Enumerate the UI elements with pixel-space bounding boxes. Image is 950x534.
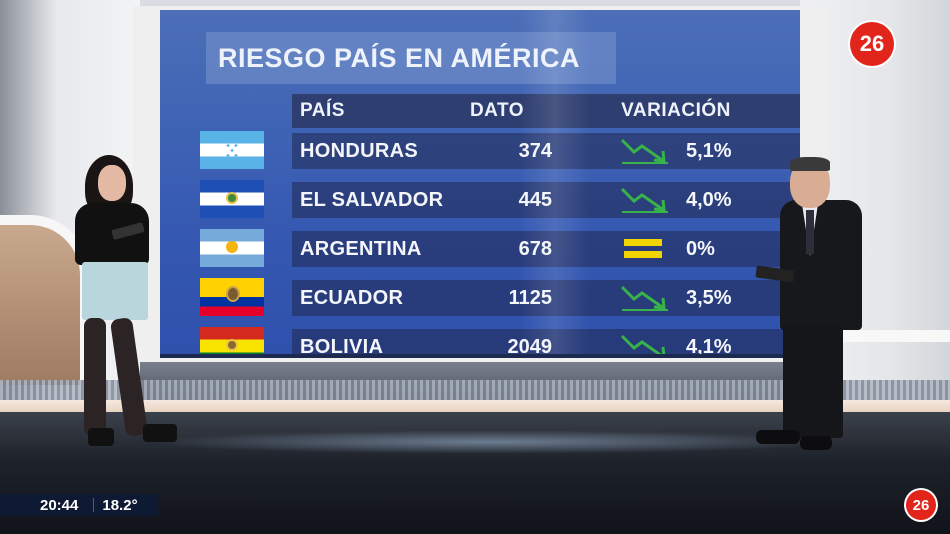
country-name: EL SALVADOR bbox=[300, 188, 444, 211]
variation-value: 4,1% bbox=[686, 335, 732, 358]
presenter-hair bbox=[790, 157, 830, 171]
channel-logo-studio: 26 bbox=[850, 22, 894, 66]
column-header-variation: VARIACIÓN bbox=[552, 94, 800, 128]
trend-down-icon bbox=[620, 283, 680, 313]
country-name: BOLIVIA bbox=[300, 335, 384, 358]
flag-emblem bbox=[226, 286, 240, 302]
presenter-tie bbox=[806, 210, 814, 254]
graphic-title-box: RIESGO PAÍS EN AMÉRICA bbox=[206, 32, 616, 84]
variation-value: 4,0% bbox=[686, 188, 732, 211]
presenter-shoe bbox=[800, 436, 832, 450]
temperature: 18.2° bbox=[102, 496, 138, 514]
el-salvador-flag-icon bbox=[200, 180, 264, 218]
variation-value: 3,5% bbox=[686, 286, 732, 309]
time-temperature-bug: 20:44 18.2° bbox=[0, 494, 158, 516]
ecuador-flag-icon bbox=[200, 278, 264, 316]
bolivia-flag-icon bbox=[200, 327, 264, 354]
flag-emblem bbox=[226, 192, 238, 204]
presenter-skirt bbox=[82, 262, 148, 320]
trend-down-icon bbox=[620, 136, 680, 166]
table-row: EL SALVADOR 445 4,0% bbox=[292, 182, 800, 218]
column-header-value: DATO bbox=[442, 94, 552, 128]
column-header-country: PAÍS bbox=[292, 94, 442, 128]
country-name: ARGENTINA bbox=[300, 237, 422, 260]
country-name: ECUADOR bbox=[300, 286, 404, 309]
risk-value: 374 bbox=[518, 139, 552, 162]
channel-logo-bug: 26 bbox=[906, 490, 936, 520]
flag-sun bbox=[226, 241, 238, 253]
clock-time: 20:44 bbox=[40, 496, 79, 514]
risk-value: 445 bbox=[518, 188, 552, 211]
table-row: ECUADOR 1125 3,5% bbox=[292, 280, 800, 316]
bug-separator bbox=[92, 498, 95, 512]
trend-down-icon bbox=[620, 185, 680, 215]
presenter-trousers bbox=[783, 326, 843, 438]
table-row: ARGENTINA 678 0% bbox=[292, 231, 800, 267]
table-row: BOLIVIA 2049 4,1% bbox=[292, 329, 800, 358]
presenter-shoe bbox=[88, 428, 114, 446]
graphic-title: RIESGO PAÍS EN AMÉRICA bbox=[218, 42, 581, 73]
argentina-flag-icon bbox=[200, 229, 264, 267]
table-row: HONDURAS 374 5,1% bbox=[292, 133, 800, 169]
studio-stage-edge bbox=[0, 400, 950, 412]
presenter-leg bbox=[84, 318, 106, 436]
honduras-flag-icon: ✦ ✦ ✦ ✦ ✦ bbox=[200, 131, 264, 169]
presenter-shoe bbox=[756, 430, 800, 444]
studio-led-strip bbox=[0, 380, 950, 402]
floor-reflection bbox=[150, 430, 830, 454]
risk-value: 2049 bbox=[507, 335, 553, 358]
flag-emblem bbox=[226, 339, 238, 351]
risk-value: 1125 bbox=[508, 286, 552, 309]
presenter-face bbox=[98, 165, 126, 201]
trend-flat-icon bbox=[620, 234, 680, 264]
variation-value: 5,1% bbox=[686, 139, 732, 162]
country-name: HONDURAS bbox=[300, 139, 418, 162]
variation-value: 0% bbox=[686, 237, 715, 260]
presenter-shoe bbox=[143, 424, 177, 442]
presenter-suit bbox=[780, 200, 862, 330]
trend-down-icon bbox=[620, 332, 680, 354]
video-wall-screen: RIESGO PAÍS EN AMÉRICA PAÍS DATO VARIACI… bbox=[160, 10, 800, 358]
risk-value: 678 bbox=[518, 237, 552, 260]
flag-stars: ✦ ✦ ✦ ✦ ✦ bbox=[225, 143, 239, 160]
